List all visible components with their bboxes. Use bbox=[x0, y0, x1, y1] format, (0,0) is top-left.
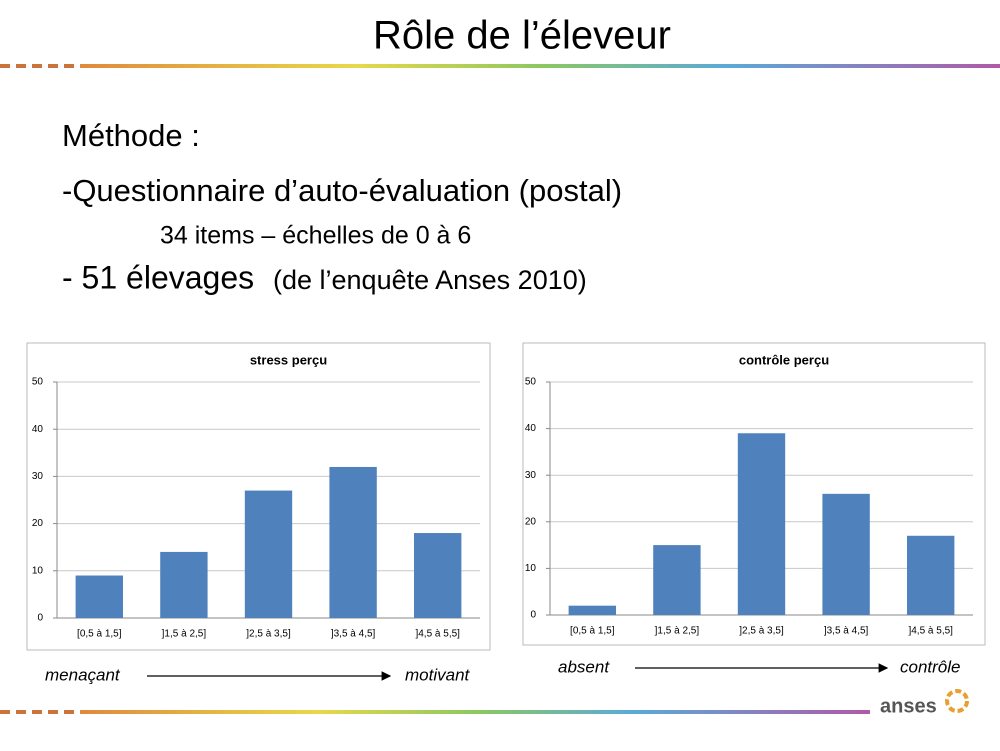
x-tick-label: ]3,5 à 4,5] bbox=[824, 626, 869, 637]
y-tick-label: 50 bbox=[32, 377, 44, 388]
y-tick-label: 0 bbox=[530, 610, 536, 621]
y-tick-label: 40 bbox=[32, 424, 44, 435]
arrow-label: motivant bbox=[405, 665, 471, 684]
y-tick-label: 30 bbox=[32, 471, 44, 482]
y-tick-label: 0 bbox=[37, 613, 43, 624]
body-line: Méthode : bbox=[62, 118, 200, 153]
y-tick-label: 40 bbox=[525, 423, 537, 434]
x-tick-label: [0,5 à 1,5] bbox=[570, 626, 615, 637]
chart-title: contrôle perçu bbox=[739, 352, 829, 367]
logo-icon bbox=[945, 689, 969, 713]
x-tick-label: ]4,5 à 5,5] bbox=[415, 629, 460, 640]
body-line: - 51 élevages bbox=[62, 259, 254, 295]
bar bbox=[907, 535, 955, 615]
bar bbox=[160, 551, 208, 618]
logo: anses bbox=[880, 695, 937, 717]
bar bbox=[75, 575, 123, 618]
bar bbox=[568, 605, 616, 615]
y-tick-label: 10 bbox=[32, 565, 44, 576]
bar bbox=[737, 433, 786, 615]
y-tick-label: 10 bbox=[525, 563, 537, 574]
y-tick-label: 20 bbox=[32, 518, 44, 529]
bottom-rule bbox=[0, 710, 870, 714]
x-tick-label: ]3,5 à 4,5] bbox=[331, 629, 376, 640]
x-tick-label: ]4,5 à 5,5] bbox=[908, 626, 953, 637]
body-line: -Questionnaire d’auto-évaluation (postal… bbox=[62, 173, 622, 208]
arrow-label: absent bbox=[558, 657, 610, 676]
chart-title: stress perçu bbox=[250, 352, 327, 367]
bar bbox=[414, 533, 462, 618]
body-line: 34 items – échelles de 0 à 6 bbox=[160, 222, 471, 250]
bar bbox=[653, 545, 701, 615]
y-tick-label: 30 bbox=[525, 470, 537, 481]
bar bbox=[822, 493, 870, 615]
x-tick-label: ]2,5 à 3,5] bbox=[739, 626, 784, 637]
body-line: (de l’enquête Anses 2010) bbox=[273, 265, 587, 295]
bar bbox=[244, 490, 293, 618]
x-tick-label: ]2,5 à 3,5] bbox=[246, 629, 291, 640]
slide-title: Rôle de l’éleveur bbox=[373, 14, 671, 58]
x-tick-label: ]1,5 à 2,5] bbox=[162, 629, 207, 640]
y-tick-label: 50 bbox=[525, 377, 537, 388]
arrow-label: contrôle bbox=[900, 657, 960, 676]
x-tick-label: [0,5 à 1,5] bbox=[77, 629, 122, 640]
bar bbox=[329, 466, 377, 618]
top-rule bbox=[0, 64, 1000, 68]
x-tick-label: ]1,5 à 2,5] bbox=[655, 626, 700, 637]
y-tick-label: 20 bbox=[525, 516, 537, 527]
arrow-label: menaçant bbox=[45, 665, 121, 684]
